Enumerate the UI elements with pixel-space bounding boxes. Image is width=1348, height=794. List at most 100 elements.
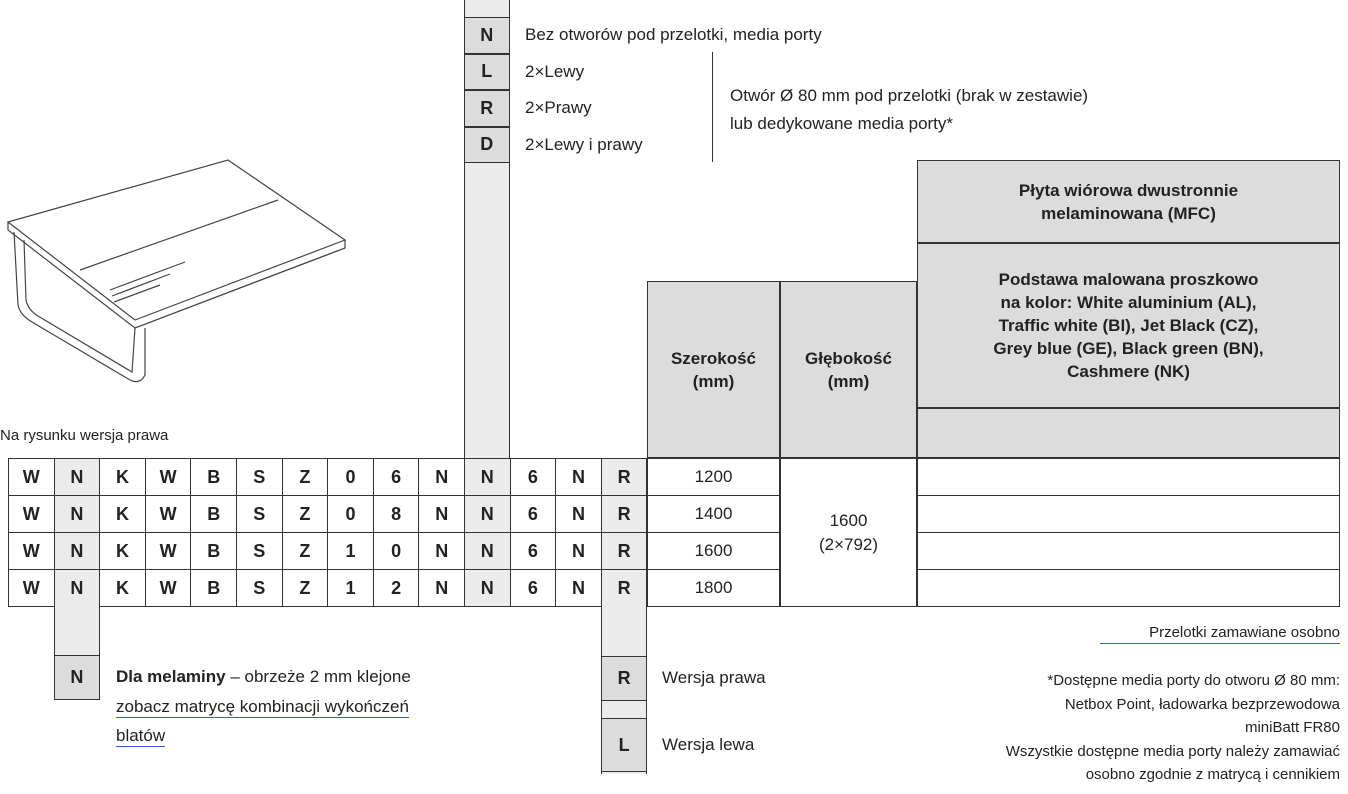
code-cell: 6: [509, 458, 557, 496]
header-line: Płyta wiórowa dwustronnie: [1018, 180, 1239, 200]
code-cell: N: [464, 569, 511, 607]
code-cell: N: [555, 569, 602, 607]
code-cell: K: [99, 532, 146, 570]
code-cell: Z: [281, 532, 329, 570]
code-cell: S: [236, 458, 283, 496]
code-cell: N: [555, 495, 602, 533]
code-cell: N: [53, 495, 101, 533]
code-cell: Z: [281, 458, 329, 496]
option-code: R: [464, 90, 510, 127]
header-line: melaminowana (MFC): [1041, 203, 1216, 223]
code-cell: 2: [372, 569, 420, 607]
code-cell: W: [8, 495, 55, 533]
code-cell: N: [53, 569, 101, 607]
code-cell: W: [8, 532, 55, 570]
code-cell: N: [53, 532, 101, 570]
code-cell: R: [600, 495, 648, 533]
edge-bold: Dla melaminy: [116, 667, 226, 686]
depth-line: 1600: [829, 510, 868, 530]
blank-cell: [917, 569, 1340, 607]
edge-desc: – obrzeże 2 mm klejone: [225, 667, 411, 686]
depth-line: (2×792): [818, 534, 879, 554]
code-cell: B: [190, 569, 237, 607]
code-cell: K: [99, 569, 146, 607]
option-label: 2×Lewy: [525, 61, 585, 81]
code-cell: 6: [372, 458, 420, 496]
code-cell: 0: [327, 495, 374, 533]
depth-cell: 1600 (2×792): [780, 458, 917, 607]
blank-cell: [917, 458, 1340, 496]
width-cell: 1600: [647, 532, 780, 570]
code-cell: R: [600, 569, 648, 607]
width-cell: 1200: [647, 458, 780, 496]
footnote-line: Wszystkie dostępne media porty należy za…: [1005, 742, 1340, 760]
depth-header: Głębokość (mm): [780, 281, 917, 458]
code-cell: S: [236, 532, 283, 570]
divider: [712, 52, 713, 162]
code-cell: 1: [327, 569, 374, 607]
header-line: Traffic white (BI), Jet Black (CZ),: [998, 316, 1259, 335]
version-code: R: [600, 656, 648, 701]
header-line: Szerokość: [670, 348, 757, 368]
edge-code: N: [53, 655, 101, 700]
code-cell: 6: [509, 569, 557, 607]
version-code: L: [600, 718, 648, 772]
code-cell: N: [464, 495, 511, 533]
code-cell: W: [144, 495, 192, 533]
code-cell: B: [190, 532, 237, 570]
header-line: (mm): [827, 371, 870, 391]
option-code: D: [464, 126, 510, 163]
header-line: Podstawa malowana proszkowo: [998, 270, 1259, 289]
code-cell: 8: [372, 495, 420, 533]
code-cell: W: [8, 569, 55, 607]
footnote-line: Netbox Point, ładowarka bezprzewodowa: [1064, 695, 1340, 713]
code-cell: S: [236, 495, 283, 533]
hole-note: Otwór Ø 80 mm pod przelotki (brak w zest…: [730, 86, 1089, 105]
order-note: Przelotki zamawiane osobno: [1100, 623, 1340, 644]
code-cell: N: [464, 532, 511, 570]
code-cell: 0: [372, 532, 420, 570]
version-label: Wersja prawa: [662, 668, 766, 687]
code-cell: R: [600, 532, 648, 570]
code-cell: 1: [327, 532, 374, 570]
code-cell: Z: [281, 569, 329, 607]
code-cell: W: [144, 569, 192, 607]
code-cell: 0: [327, 458, 374, 496]
matrix-link[interactable]: blatów: [116, 726, 166, 747]
code-cell: 6: [509, 495, 557, 533]
code-cell: N: [418, 532, 465, 570]
header-line: na kolor: White aluminium (AL),: [1000, 293, 1257, 312]
code-cell: W: [144, 458, 192, 496]
code-cell: 6: [509, 532, 557, 570]
code-cell: N: [418, 458, 465, 496]
code-cell: K: [99, 495, 146, 533]
option-label: 2×Prawy: [525, 98, 592, 117]
code-cell: N: [418, 569, 465, 607]
version-label: Wersja lewa: [662, 735, 755, 754]
width-cell: 1400: [647, 495, 780, 533]
footnote-line: *Dostępne media porty do otworu Ø 80 mm:: [1047, 672, 1340, 689]
code-cell: N: [53, 458, 101, 496]
code-cell: N: [555, 458, 602, 496]
option-label: Bez otworów pod przelotki, media porty: [525, 25, 822, 44]
header-blank: [917, 408, 1340, 458]
option-code: L: [464, 53, 510, 90]
footnote-line: osobno zgodnie z matrycą i cennikiem: [1085, 766, 1340, 783]
blank-cell: [917, 495, 1340, 533]
edge-text: Dla melaminy – obrzeże 2 mm klejone: [116, 667, 411, 687]
code-cell: Z: [281, 495, 329, 533]
column-shade: [53, 606, 101, 656]
code-cell: K: [99, 458, 146, 496]
code-cell: N: [555, 532, 602, 570]
base-header: Podstawa malowana proszkowo na kolor: Whi…: [917, 243, 1340, 408]
material-header: Płyta wiórowa dwustronnie melaminowana (M…: [917, 160, 1340, 243]
matrix-link[interactable]: zobacz matrycę kombinacji wykończeń: [116, 697, 409, 718]
code-cell: B: [190, 495, 237, 533]
hole-note: lub dedykowane media porty*: [730, 114, 954, 133]
image-caption: Na rysunku wersja prawa: [0, 427, 169, 444]
header-line: Cashmere (NK): [1067, 362, 1190, 381]
width-cell: 1800: [647, 569, 780, 607]
header-line: (mm): [692, 371, 735, 391]
code-cell: W: [8, 458, 55, 496]
